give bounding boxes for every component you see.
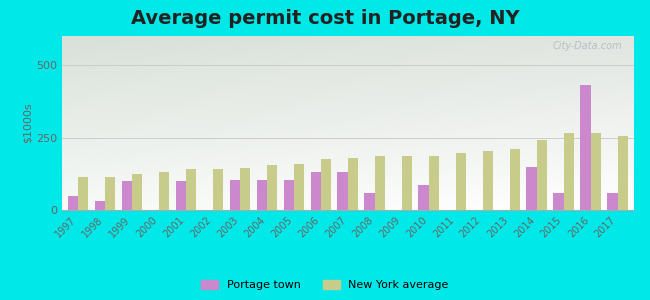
Bar: [553, 193, 564, 210]
Bar: [607, 193, 618, 210]
Bar: [78, 177, 88, 210]
Bar: [213, 169, 223, 210]
Bar: [294, 164, 304, 210]
Bar: [537, 140, 547, 210]
Bar: [483, 151, 493, 210]
Bar: [591, 133, 601, 210]
Bar: [419, 185, 429, 210]
Bar: [320, 159, 331, 210]
Bar: [283, 179, 294, 210]
Bar: [456, 154, 466, 210]
Bar: [510, 149, 520, 210]
Bar: [526, 167, 537, 210]
Y-axis label: $1000s: $1000s: [23, 103, 33, 143]
Bar: [429, 156, 439, 210]
Bar: [95, 201, 105, 210]
Bar: [240, 168, 250, 210]
Text: Average permit cost in Portage, NY: Average permit cost in Portage, NY: [131, 9, 519, 28]
Text: City-Data.com: City-Data.com: [552, 41, 622, 51]
Bar: [176, 181, 186, 210]
Bar: [229, 179, 240, 210]
Bar: [564, 133, 574, 210]
Bar: [580, 85, 591, 210]
Bar: [122, 181, 132, 210]
Legend: Portage town, New York average: Portage town, New York average: [197, 275, 453, 294]
Bar: [186, 169, 196, 210]
Bar: [68, 196, 78, 210]
Bar: [618, 136, 628, 210]
Bar: [159, 172, 169, 210]
Bar: [348, 158, 358, 210]
Bar: [132, 174, 142, 210]
Bar: [337, 172, 348, 210]
Bar: [375, 156, 385, 210]
Bar: [365, 193, 375, 210]
Bar: [311, 172, 320, 210]
Bar: [402, 156, 412, 210]
Bar: [266, 165, 277, 210]
Bar: [105, 177, 115, 210]
Bar: [257, 179, 266, 210]
